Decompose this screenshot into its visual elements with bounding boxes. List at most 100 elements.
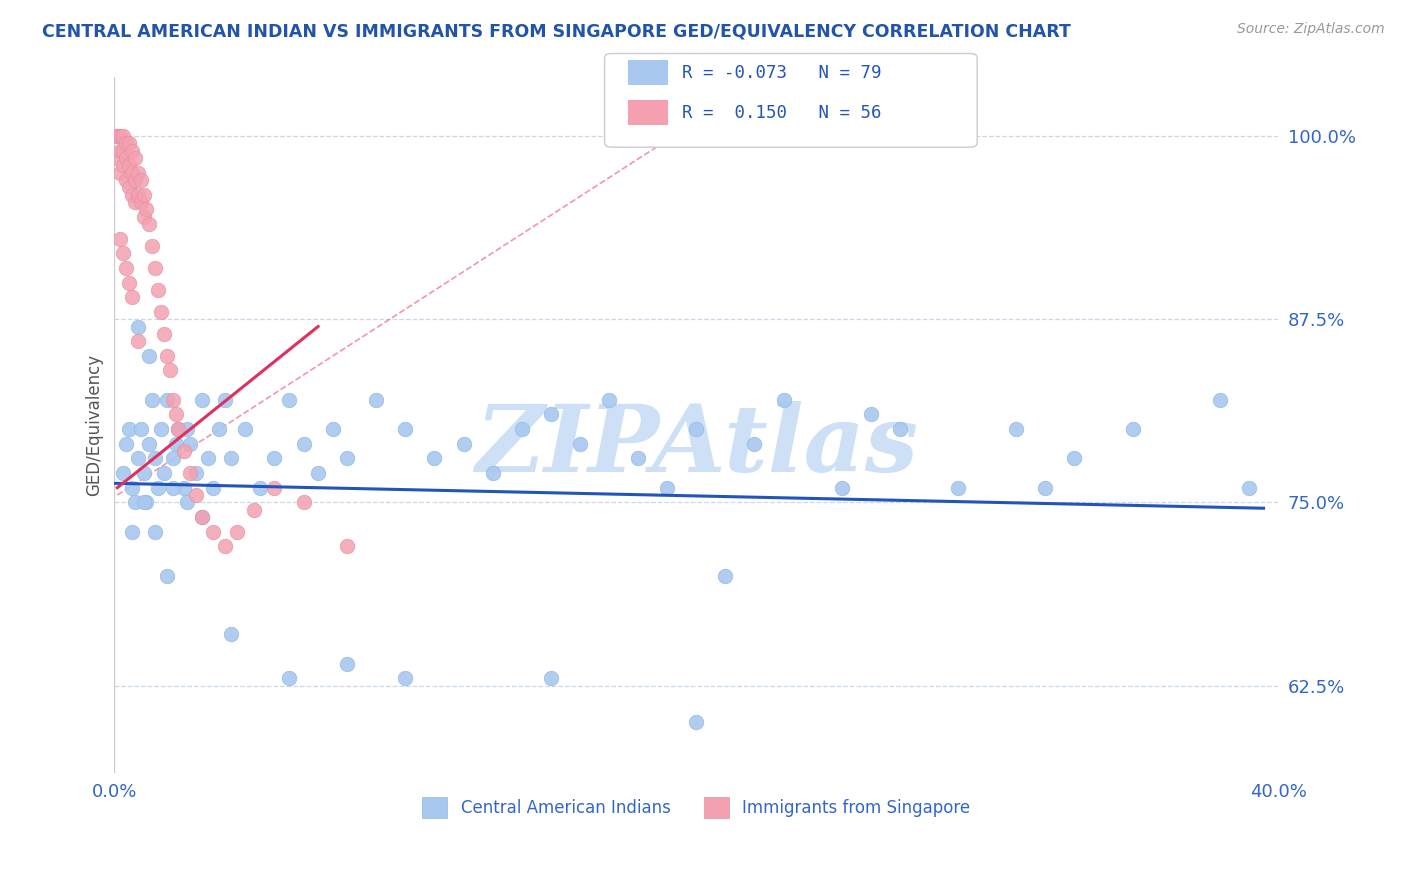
Point (197, 451, 219, 466)
Point (233, 422, 256, 436)
Point (307, 466, 329, 480)
Point (124, 151, 146, 165)
Point (127, 187, 149, 202)
Point (423, 451, 446, 466)
Text: ZIPAtlas: ZIPAtlas (475, 401, 918, 491)
Point (112, 144, 135, 158)
Point (831, 481, 853, 495)
Point (149, 422, 172, 436)
Point (156, 349, 179, 363)
Point (510, 422, 533, 436)
Point (143, 524, 166, 539)
Point (132, 187, 155, 202)
Point (115, 436, 138, 450)
Point (121, 481, 143, 495)
Point (481, 466, 503, 480)
Point (336, 539, 359, 553)
Point (115, 136, 138, 151)
Point (162, 481, 184, 495)
Text: R = -0.073   N = 79: R = -0.073 N = 79 (682, 64, 882, 82)
Point (202, 481, 225, 495)
Point (278, 392, 301, 407)
Point (124, 495, 146, 509)
Point (112, 466, 135, 480)
Point (129, 422, 152, 436)
Point (1209, 392, 1232, 407)
Point (292, 436, 315, 450)
Point (219, 627, 242, 641)
Point (149, 305, 172, 319)
Point (685, 422, 707, 436)
Point (176, 495, 198, 509)
Point (112, 246, 135, 260)
Point (132, 210, 155, 224)
Point (129, 173, 152, 187)
Point (127, 319, 149, 334)
Point (121, 144, 143, 158)
Point (225, 524, 247, 539)
Point (598, 392, 620, 407)
Point (859, 408, 882, 422)
Point (162, 392, 184, 407)
Point (141, 392, 163, 407)
Point (214, 392, 236, 407)
Point (146, 283, 169, 297)
Point (366, 392, 388, 407)
Point (336, 657, 359, 671)
Point (184, 488, 207, 502)
Legend: Central American Indians, Immigrants from Singapore: Central American Indians, Immigrants fro… (416, 790, 977, 824)
Point (115, 260, 138, 275)
Point (167, 422, 190, 436)
Point (946, 481, 969, 495)
Point (627, 451, 650, 466)
Point (105, 151, 128, 165)
Point (176, 422, 198, 436)
Point (135, 495, 157, 509)
Point (292, 495, 315, 509)
Point (132, 466, 155, 480)
Point (115, 151, 138, 165)
Point (568, 436, 591, 450)
Point (153, 466, 176, 480)
Point (110, 232, 132, 246)
Point (112, 129, 135, 144)
Point (110, 129, 132, 144)
Point (394, 422, 416, 436)
Point (138, 349, 160, 363)
Point (1237, 481, 1260, 495)
Point (179, 436, 201, 450)
Point (322, 422, 344, 436)
Point (685, 715, 707, 730)
Point (162, 451, 184, 466)
Point (889, 422, 911, 436)
Point (165, 408, 187, 422)
Point (249, 481, 271, 495)
Point (156, 568, 179, 582)
Point (165, 436, 187, 450)
Point (772, 392, 794, 407)
Point (167, 422, 190, 436)
Point (179, 466, 201, 480)
Point (263, 451, 285, 466)
Point (173, 481, 195, 495)
Point (127, 451, 149, 466)
Point (278, 671, 301, 685)
Point (143, 260, 166, 275)
Point (121, 290, 143, 304)
Point (121, 524, 143, 539)
Text: CENTRAL AMERICAN INDIAN VS IMMIGRANTS FROM SINGAPORE GED/EQUIVALENCY CORRELATION: CENTRAL AMERICAN INDIAN VS IMMIGRANTS FR… (42, 22, 1071, 40)
Point (129, 194, 152, 209)
Point (394, 671, 416, 685)
Point (118, 136, 141, 151)
Point (173, 444, 195, 458)
Point (1005, 422, 1028, 436)
Point (159, 363, 181, 377)
Point (118, 180, 141, 194)
Point (453, 436, 475, 450)
Point (124, 194, 146, 209)
Point (112, 158, 135, 172)
Point (214, 539, 236, 553)
Point (105, 129, 128, 144)
Point (657, 481, 679, 495)
Point (184, 466, 207, 480)
